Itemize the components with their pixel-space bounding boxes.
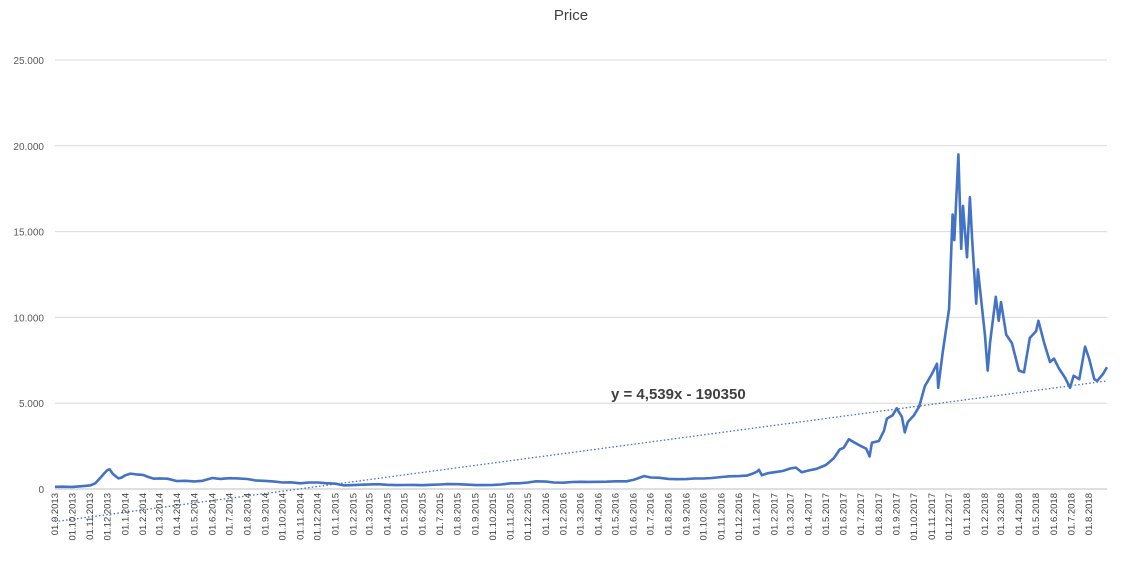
x-tick-label: 01.3.2016: [575, 493, 586, 535]
price-series-line: [54, 153, 1109, 489]
x-tick-label: 01.2.2017: [770, 493, 781, 535]
trendline-equation: y = 4,539x - 190350: [611, 386, 746, 403]
x-tick-label: 01.9.2016: [681, 493, 692, 535]
x-tick-label: 01.7.2015: [435, 493, 446, 535]
x-tick-label: 01.2.2018: [980, 493, 991, 535]
x-axis-tick-labels: 01.9.2013 01.10.2013 01.11.2013 01.12.2013 0…: [50, 493, 1095, 541]
x-tick-label: 01.10.2016: [699, 493, 710, 541]
y-tick-label: 15.000: [13, 228, 44, 239]
x-tick-label: 01.7.2014: [225, 493, 236, 535]
x-tick-label: 01.12.2016: [734, 493, 745, 541]
x-tick-label: 01.7.2017: [856, 493, 867, 535]
x-tick-label: 01.5.2018: [1031, 493, 1042, 535]
x-tick-label: 01.1.2015: [331, 493, 342, 535]
x-tick-label: 01.3.2015: [365, 493, 376, 535]
x-tick-label: 01.10.2015: [488, 493, 499, 541]
x-tick-label: 01.4.2016: [593, 493, 604, 535]
x-tick-label: 01.2.2016: [559, 493, 570, 535]
x-tick-label: 01.9.2013: [50, 493, 61, 535]
chart-title: Price: [554, 7, 588, 24]
y-tick-label: 0: [38, 485, 44, 496]
x-tick-label: 01.7.2018: [1066, 493, 1077, 535]
y-tick-label: 5.000: [19, 399, 44, 410]
x-tick-label: 01.11.2016: [717, 493, 728, 540]
x-tick-label: 01.9.2014: [260, 493, 271, 535]
trendline: [54, 380, 1108, 523]
x-tick-label: 01.8.2017: [874, 493, 885, 535]
x-tick-label: 01.6.2017: [839, 493, 850, 535]
x-tick-label: 01.6.2018: [1049, 493, 1060, 535]
x-tick-label: 01.1.2017: [752, 493, 763, 535]
x-tick-label: 01.3.2017: [786, 493, 797, 535]
x-tick-label: 01.1.2014: [120, 493, 131, 535]
x-tick-label: 01.6.2015: [418, 493, 429, 535]
x-tick-label: 01.1.2016: [541, 493, 552, 535]
x-tick-label: 01.11.2014: [295, 493, 306, 540]
gridlines: [55, 59, 1107, 490]
x-tick-label: 01.12.2017: [944, 493, 955, 541]
series-layer: [54, 153, 1109, 489]
x-tick-label: 01.8.2016: [664, 493, 675, 535]
x-tick-label: 01.5.2016: [611, 493, 622, 535]
y-tick-label: 20.000: [13, 142, 44, 153]
y-axis-tick-labels: 0 5.000 10.000 15.000 20.000 25.000: [13, 56, 44, 496]
x-tick-label: 01.9.2015: [471, 493, 482, 535]
x-tick-label: 01.8.2018: [1084, 493, 1095, 535]
x-tick-label: 01.11.2017: [927, 493, 938, 540]
x-tick-label: 01.7.2016: [646, 493, 657, 535]
x-tick-label: 01.11.2015: [506, 493, 517, 540]
x-tick-label: 01.9.2017: [892, 493, 903, 535]
y-tick-label: 10.000: [13, 313, 44, 324]
x-tick-label: 01.10.2014: [278, 493, 289, 541]
x-tick-label: 01.10.2013: [67, 493, 78, 541]
x-tick-label: 01.4.2015: [382, 493, 393, 535]
x-tick-label: 01.5.2015: [400, 493, 411, 535]
x-tick-label: 01.5.2017: [821, 493, 832, 535]
x-tick-label: 01.4.2017: [804, 493, 815, 535]
x-tick-label: 01.6.2016: [628, 493, 639, 535]
trendline-layer: [54, 380, 1108, 523]
y-tick-label: 25.000: [13, 56, 44, 67]
x-tick-label: 01.4.2014: [172, 493, 183, 535]
x-tick-label: 01.2.2015: [348, 493, 359, 535]
x-tick-label: 01.3.2018: [996, 493, 1007, 535]
x-tick-label: 01.8.2015: [453, 493, 464, 535]
x-tick-label: 01.12.2015: [523, 493, 534, 541]
x-tick-label: 01.12.2014: [313, 493, 324, 541]
x-tick-label: 01.4.2018: [1014, 493, 1025, 535]
x-tick-label: 01.5.2014: [189, 493, 200, 535]
x-tick-label: 01.8.2014: [242, 493, 253, 535]
x-tick-label: 01.10.2017: [909, 493, 920, 541]
x-tick-label: 01.11.2013: [85, 493, 96, 540]
x-tick-label: 01.1.2018: [962, 493, 973, 535]
x-tick-label: 01.12.2013: [102, 493, 113, 541]
x-tick-label: 01.2.2014: [138, 493, 149, 535]
x-tick-label: 01.6.2014: [207, 493, 218, 535]
x-tick-label: 01.3.2014: [154, 493, 165, 535]
